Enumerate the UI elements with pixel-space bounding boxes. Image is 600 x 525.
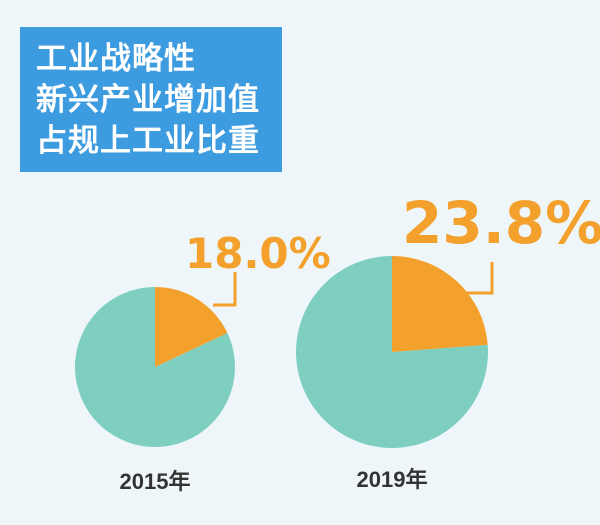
pie-2015: 18.0% 2015年: [75, 229, 331, 494]
pie-2019-highlight-slice: [392, 256, 488, 352]
pie-2019-rest-slice: [296, 256, 489, 449]
pie-2019-value-label: 23.8%: [402, 189, 600, 257]
title-box: 工业战略性 新兴产业增加值 占规上工业比重: [20, 27, 282, 172]
pie-2015-year-label: 2015年: [120, 469, 191, 494]
title-line-1: 工业战略性: [36, 41, 196, 77]
title-line-2: 新兴产业增加值: [36, 82, 260, 118]
pie-2015-leader-line: [213, 272, 237, 307]
pie-2019-year-label: 2019年: [357, 467, 428, 492]
pie-2019: 23.8% 2019年: [296, 189, 600, 492]
pie-2015-value-label: 18.0%: [185, 229, 331, 278]
pie-2015-highlight-slice: [155, 287, 228, 367]
pie-2019-leader-line: [460, 262, 494, 295]
title-line-3: 占规上工业比重: [36, 123, 260, 159]
pie-2015-rest-slice: [75, 287, 236, 448]
